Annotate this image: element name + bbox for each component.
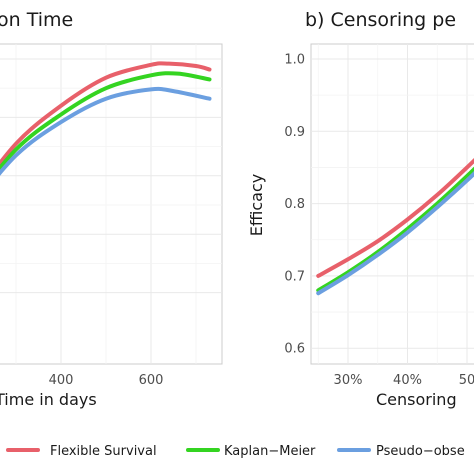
panel-a-grid [0, 44, 222, 364]
panel-b-ytick-label: 0.8 [284, 197, 305, 212]
legend-label-pseudo-observations: Pseudo−obse [376, 444, 465, 459]
panel-a: on Time 400 600 Time in days [0, 9, 223, 409]
panel-b-x-ticks: 30% 40% 50 [334, 373, 474, 388]
panel-a-xtick-600: 600 [139, 373, 164, 388]
panel-b-xtick-label: 40% [393, 373, 422, 388]
panel-a-line-kaplan-meier [0, 71, 212, 171]
panel-a-line-flexible-survival [0, 61, 212, 167]
panel-a-series [0, 61, 212, 176]
panel-b-grid [311, 44, 474, 364]
panel-a-x-axis-title: Time in days [0, 390, 97, 409]
panel-b-ytick-label: 0.6 [284, 342, 305, 357]
legend-label-kaplan-meier: Kaplan−Meier [224, 444, 316, 459]
panel-a-title: on Time [0, 9, 73, 31]
panel-b-y-ticks: 0.6 0.7 0.8 0.9 1.0 [284, 53, 305, 357]
panel-b-ytick-label: 0.7 [284, 269, 305, 284]
panel-b-line-flexible-survival [316, 157, 474, 278]
panel-b-series [316, 157, 474, 296]
panel-b-ytick-label: 0.9 [284, 125, 305, 140]
panel-b: b) Censoring pe 0.6 0.7 0.8 0.9 1.0 30% 40% 50… [247, 9, 474, 409]
panel-b-line-pseudo-observations [316, 171, 474, 296]
panel-b-xtick-label: 50 [459, 373, 474, 388]
panel-b-ytick-label: 1.0 [284, 53, 305, 68]
panel-a-line-pseudo-observations [0, 86, 212, 176]
panel-b-xtick-label: 30% [334, 373, 363, 388]
panel-b-x-axis-title: Censoring [376, 390, 457, 409]
panel-a-xtick-400: 400 [49, 373, 74, 388]
panel-b-title: b) Censoring pe [305, 9, 456, 31]
panel-b-line-kaplan-meier [316, 166, 474, 293]
panel-a-background [0, 43, 223, 365]
panel-b-y-axis-title: Efficacy [247, 174, 266, 236]
legend: Flexible Survival Kaplan−Meier Pseudo−ob… [6, 444, 465, 459]
legend-label-flexible-survival: Flexible Survival [50, 444, 157, 459]
